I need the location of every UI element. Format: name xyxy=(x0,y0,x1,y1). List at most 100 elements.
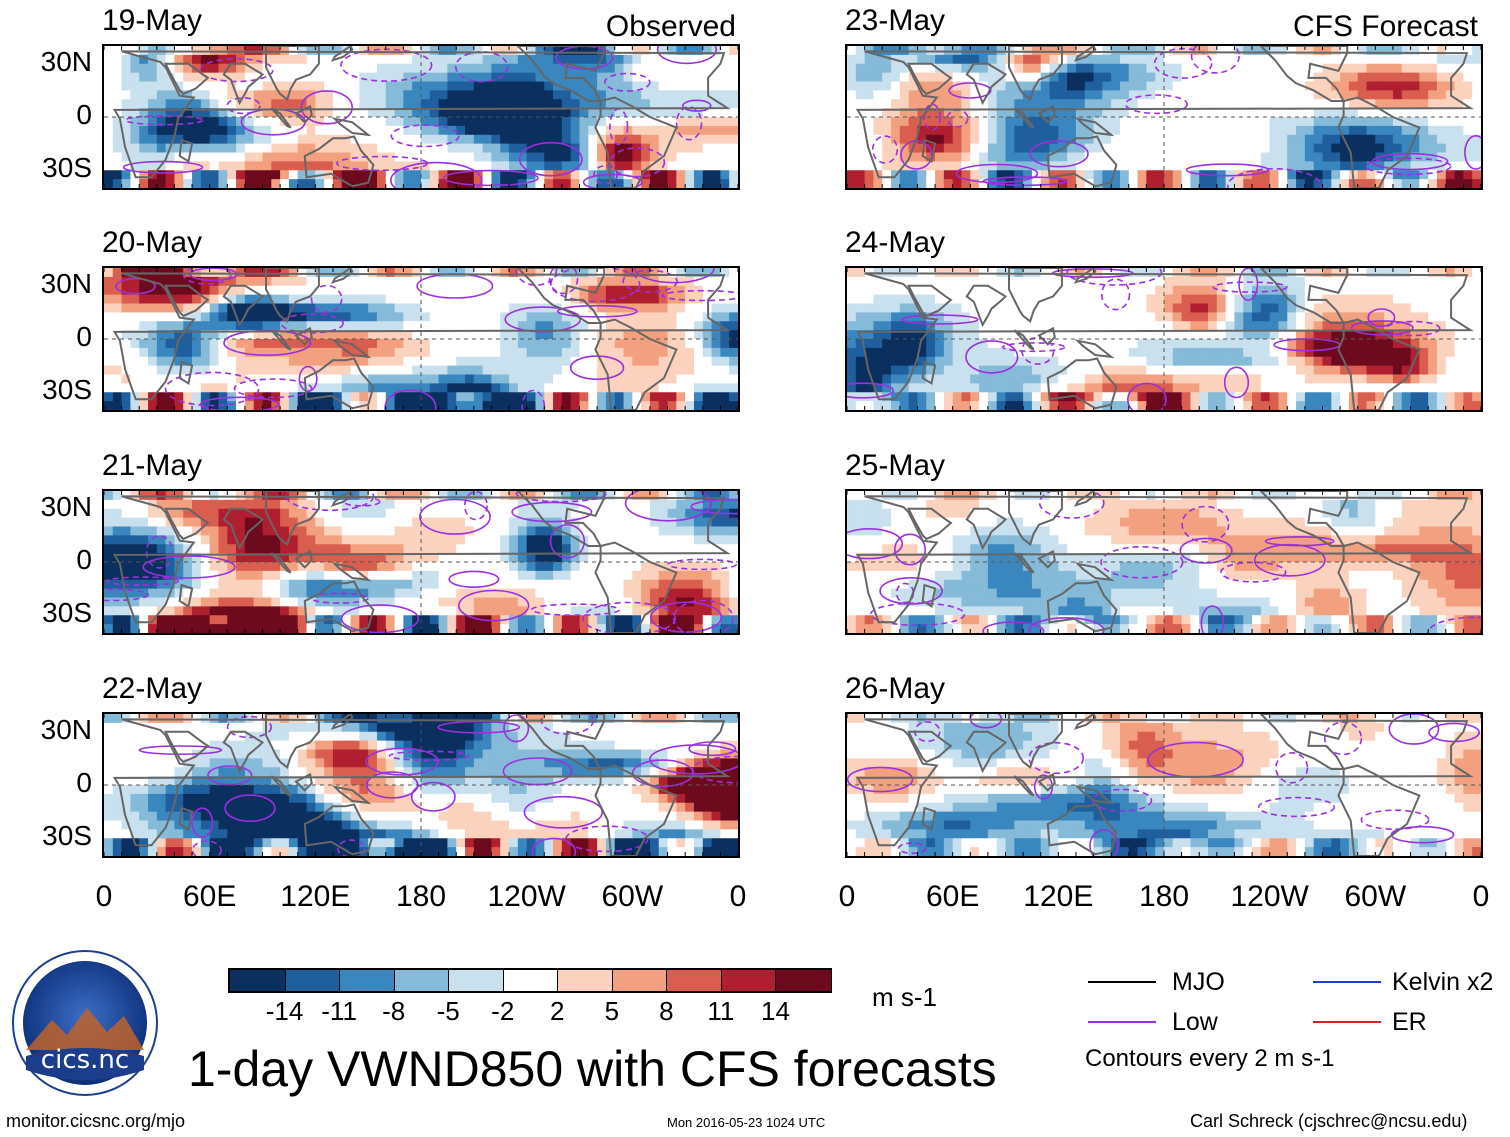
map-panel xyxy=(102,712,740,858)
legend-label-er: ER xyxy=(1392,1008,1427,1036)
colorbar-tick-label: -5 xyxy=(436,996,460,1026)
vwnd-field xyxy=(104,268,738,410)
colorbar-swatch xyxy=(557,970,614,991)
low-contours xyxy=(122,46,717,188)
coastlines xyxy=(855,46,1474,188)
footer-timestamp: Mon 2016-05-23 1024 UTC xyxy=(667,1115,826,1130)
figure-title: 1-day VWND850 with CFS forecasts xyxy=(188,1041,997,1097)
colorbar-tick-label: 14 xyxy=(760,996,790,1026)
latitude-tick-label: 30N xyxy=(40,490,92,522)
legend-line-mjo xyxy=(1088,981,1156,983)
longitude-tick-label: 60E xyxy=(182,880,237,913)
longitude-tick-label: 0 xyxy=(729,880,747,913)
colorbar-tick-label: 5 xyxy=(604,996,620,1026)
legend-line-kelvin xyxy=(1313,981,1381,983)
map-canvas xyxy=(104,714,738,856)
legend-label-kelvin: Kelvin x2 xyxy=(1392,968,1494,996)
footer-url[interactable]: monitor.cicsnc.org/mjo xyxy=(6,1111,186,1131)
longitude-tick-label: 120W xyxy=(1230,880,1309,913)
map-panel xyxy=(845,266,1483,412)
longitude-tick-label: 180 xyxy=(395,880,447,913)
map-canvas xyxy=(847,46,1481,188)
map-panel xyxy=(102,489,740,635)
panel-date-label: 23-May xyxy=(845,4,946,37)
latitude-tick-label: 30S xyxy=(42,374,92,406)
reference-lines xyxy=(847,46,1481,188)
coastlines xyxy=(112,491,731,633)
colorbar-tick-label: 8 xyxy=(659,996,674,1026)
colorbar-swatch xyxy=(611,970,668,991)
latitude-tick-label: 0 xyxy=(76,321,92,352)
colorbar-swatch xyxy=(284,970,341,991)
longitude-tick-label: 120W xyxy=(487,880,566,913)
map-canvas xyxy=(104,46,738,188)
longitude-tick-label: 60W xyxy=(1344,880,1407,913)
colorbar-swatch xyxy=(230,970,286,991)
map-canvas xyxy=(104,491,738,633)
map-panel xyxy=(845,712,1483,858)
longitude-tick-label: 0 xyxy=(838,880,856,913)
legend-label-low: Low xyxy=(1172,1008,1218,1036)
colorbar xyxy=(228,968,832,993)
latitude-tick-label: 0 xyxy=(76,767,92,798)
colorbar-tick-label: -8 xyxy=(382,996,406,1026)
legend-label-mjo: MJO xyxy=(1172,968,1225,996)
panel-date-label: 26-May xyxy=(845,672,946,705)
colorbar-swatch xyxy=(448,970,505,991)
reference-lines xyxy=(847,268,1481,410)
colorbar-tick-label: -14 xyxy=(265,996,304,1026)
colorbar-swatch xyxy=(720,970,777,991)
panel-date-label: 25-May xyxy=(845,449,946,482)
panel-date-label: 20-May xyxy=(102,226,203,259)
panel-date-label: 19-May xyxy=(102,4,203,37)
panel-date-label: 22-May xyxy=(102,672,203,705)
longitude-tick-label: 180 xyxy=(1138,880,1190,913)
coastlines xyxy=(112,268,731,410)
longitude-tick-label: 120E xyxy=(1023,880,1094,913)
legend-line-er xyxy=(1313,1021,1381,1023)
map-panel xyxy=(102,44,740,190)
map-canvas xyxy=(847,268,1481,410)
latitude-tick-label: 30N xyxy=(40,713,92,745)
panel-date-label: 24-May xyxy=(845,226,946,259)
low-contours xyxy=(847,268,1441,410)
colorbar-swatch xyxy=(339,970,396,991)
vwnd-field xyxy=(104,491,738,633)
colorbar-swatch xyxy=(666,970,723,991)
longitude-tick-label: 0 xyxy=(95,880,113,913)
coastlines xyxy=(855,491,1474,633)
coastlines xyxy=(855,268,1474,410)
contour-note: Contours every 2 m s-1 xyxy=(1085,1045,1335,1072)
longitude-tick-label: 60W xyxy=(601,880,664,913)
low-contours xyxy=(871,46,1481,188)
vwnd-field xyxy=(847,46,1481,188)
cfs-forecast-label: CFS Forecast xyxy=(1292,10,1478,43)
longitude-tick-label: 60E xyxy=(925,880,980,913)
latitude-tick-label: 0 xyxy=(76,544,92,575)
legend-line-low xyxy=(1088,1021,1156,1023)
latitude-tick-label: 0 xyxy=(76,99,92,130)
map-panel xyxy=(845,489,1483,635)
map-panel xyxy=(845,44,1483,190)
colorbar-swatch xyxy=(502,970,559,991)
map-panel xyxy=(102,266,740,412)
observed-label: Observed xyxy=(605,10,736,43)
colorbar-labels: -14 -11 -8 -5 -2 2 5 8 11 14 xyxy=(228,998,832,1028)
logo-name: cics.nc xyxy=(41,1045,129,1075)
map-canvas xyxy=(847,491,1481,633)
colorbar-units: m s-1 xyxy=(872,982,937,1012)
panel-date-label: 21-May xyxy=(102,449,203,482)
colorbar-tick-label: -2 xyxy=(491,996,515,1026)
map-canvas xyxy=(847,714,1481,856)
latitude-tick-label: 30S xyxy=(42,820,92,852)
footer-author: Carl Schreck (cjschrec@ncsu.edu) xyxy=(1190,1111,1468,1131)
colorbar-tick-label: -11 xyxy=(321,996,357,1026)
longitude-tick-label: 0 xyxy=(1472,880,1490,913)
coastlines xyxy=(112,714,731,856)
colorbar-tick-label: 11 xyxy=(707,996,735,1026)
latitude-tick-label: 30S xyxy=(42,597,92,629)
vwnd-field xyxy=(104,714,738,856)
reference-lines xyxy=(104,491,738,633)
coastlines xyxy=(112,46,731,188)
cics-logo-icon: Cooperative Institute for Climate and Sa… xyxy=(9,943,158,1096)
